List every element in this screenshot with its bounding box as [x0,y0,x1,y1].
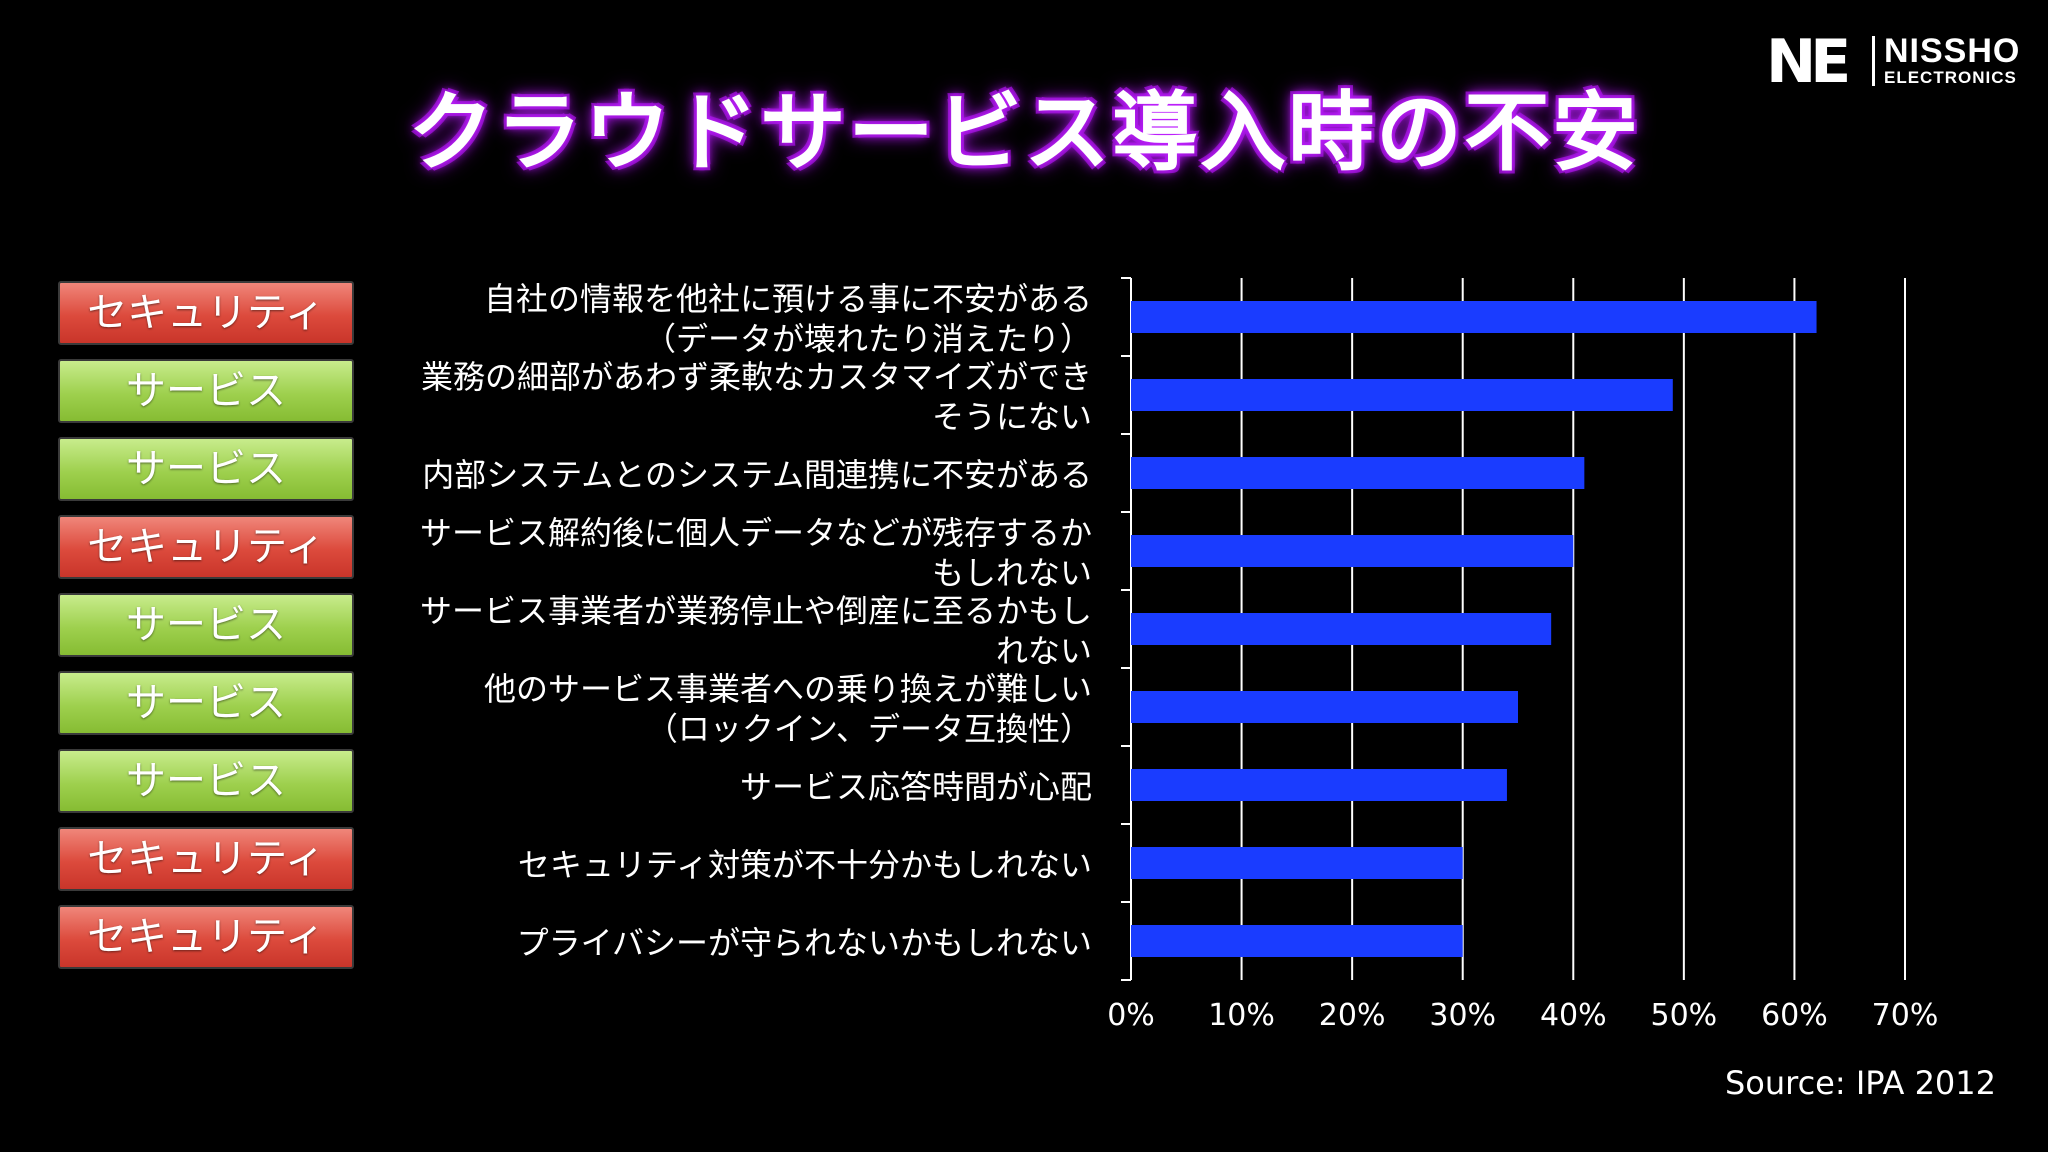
tag-security: セキュリティ [58,905,354,969]
category-label: 他のサービス事業者への乗り換えが難しい （ロックイン、データ互換性） [484,669,1092,749]
x-tick-label: 40% [1540,998,1607,1033]
category-label-line: サービス事業者が業務停止や倒産に至るかもし [419,592,1092,630]
bar [1131,301,1817,333]
bar [1131,535,1574,567]
bar [1131,457,1585,489]
logo-line2: ELECTRONICS [1884,68,2017,87]
x-tick-label: 10% [1208,998,1275,1033]
logo-mark: NE [1766,27,1851,97]
logo-line1: NISSHO [1884,32,2021,70]
category-label: セキュリティ対策が不十分かもしれない [518,845,1092,885]
x-tick-label: 20% [1319,998,1386,1033]
category-label-line: 自社の情報を他社に預ける事に不安がある [483,280,1092,318]
category-label-line: 業務の細部があわず柔軟なカスタマイズができ [420,358,1092,396]
category-label: サービス事業者が業務停止や倒産に至るかもし れない [420,591,1092,671]
category-label: サービス解約後に個人データなどが残存するか もしれない [420,513,1092,593]
x-tick-label: 70% [1872,998,1939,1033]
category-label-line: サービス解約後に個人データなどが残存するか [419,514,1092,552]
category-label-line: 内部システムとのシステム間連携に不安がある [422,456,1092,494]
source-note: Source: IPA 2012 [1724,1064,1996,1102]
category-label-line: れない [995,632,1092,670]
category-label-line: セキュリティ対策が不十分かもしれない [517,846,1092,884]
category-label: 業務の細部があわず柔軟なカスタマイズができ そうにない [421,357,1092,437]
bar [1131,925,1463,957]
tag-security: セキュリティ [58,281,354,345]
category-label-line: （ロックイン、データ互換性） [645,710,1092,748]
category-label: 自社の情報を他社に預ける事に不安がある （データが壊れたり消えたり） [484,279,1092,359]
category-label-line: そうにない [931,398,1092,436]
tag-service: サービス [58,671,354,735]
logo-divider [1872,36,1875,86]
bar [1131,691,1518,723]
tag-service: サービス [58,359,354,423]
tag-service: サービス [58,749,354,813]
page-title: クラウドサービス導入時の不安 [408,83,1640,183]
tag-service: サービス [58,437,354,501]
category-label: サービス応答時間が心配 [740,767,1092,807]
tag-security: セキュリティ [58,827,354,891]
category-label-line: 他のサービス事業者への乗り換えが難しい [483,670,1092,708]
tag-security: セキュリティ [58,515,354,579]
x-tick-label: 50% [1651,998,1718,1033]
category-label-line: プライバシーが守られないかもしれない [516,924,1092,962]
x-tick-label: 60% [1761,998,1828,1033]
tag-service: サービス [58,593,354,657]
x-tick-label: 0% [1107,998,1155,1033]
category-label-line: もしれない [931,554,1092,592]
company-logo: NE NISSHO ELECTRONICS [1766,27,2019,97]
x-tick-label: 30% [1429,998,1496,1033]
category-label-line: サービス応答時間が心配 [739,768,1092,806]
bar [1131,769,1507,801]
bar [1131,379,1673,411]
category-label-line: （データが壊れたり消えたり） [643,320,1092,358]
category-label: 内部システムとのシステム間連携に不安がある [422,455,1092,495]
bar [1131,847,1463,879]
bar [1131,613,1552,645]
category-label: プライバシーが守られないかもしれない [517,923,1092,963]
